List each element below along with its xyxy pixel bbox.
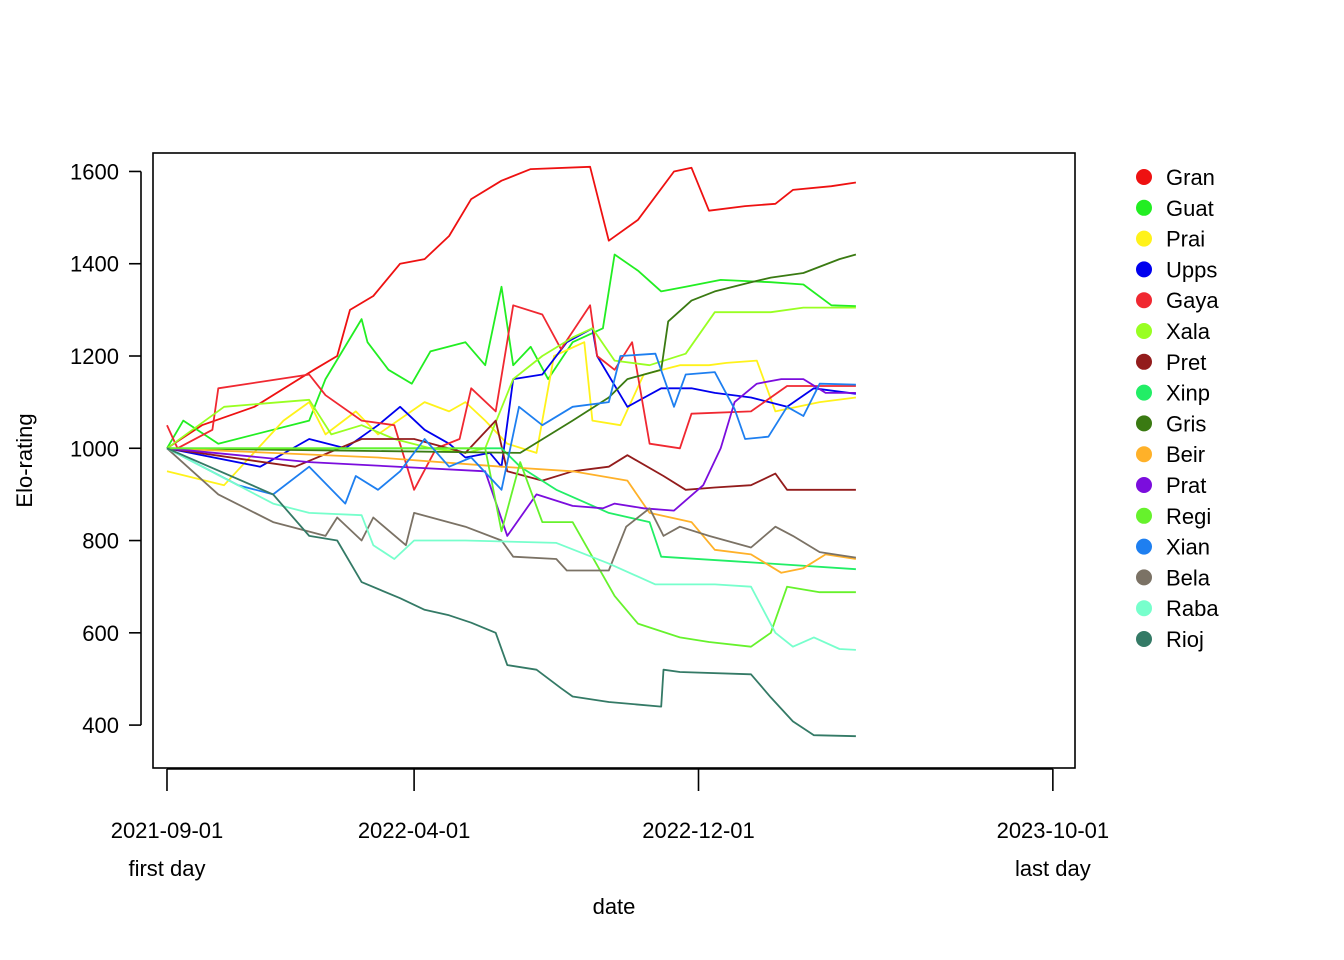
legend-label: Regi (1166, 504, 1211, 529)
y-tick-label: 1400 (70, 252, 119, 277)
legend-label: Beir (1166, 442, 1205, 467)
legend-item-gaya: Gaya (1136, 288, 1219, 313)
legend-marker (1136, 600, 1152, 617)
x-tick-sublabel: last day (1015, 856, 1091, 881)
legend-marker (1136, 538, 1152, 555)
legend-label: Gaya (1166, 288, 1219, 313)
legend-item-xian: Xian (1136, 535, 1210, 560)
legend-item-xinp: Xinp (1136, 381, 1210, 406)
plot-frame (152, 152, 1076, 769)
legend-marker (1136, 507, 1152, 524)
legend-label: Gran (1166, 165, 1215, 190)
legend-item-gran: Gran (1136, 165, 1215, 190)
legend-marker (1136, 292, 1152, 309)
y-tick-label: 600 (82, 621, 119, 646)
legend-marker (1136, 353, 1152, 370)
y-tick-label: 400 (82, 713, 119, 738)
series-line-xian (166, 352, 856, 505)
legend-label: Xinp (1166, 381, 1210, 406)
legend-label: Upps (1166, 257, 1217, 282)
legend-item-upps: Upps (1136, 257, 1217, 282)
series-line-gris (166, 253, 857, 454)
legend-label: Prat (1166, 473, 1206, 498)
y-tick-label: 1600 (70, 159, 119, 184)
legend-marker (1136, 261, 1152, 278)
series-line-pret (166, 419, 856, 491)
legend-label: Guat (1166, 196, 1214, 221)
series-line-xala (166, 306, 856, 454)
legend-label: Xian (1166, 535, 1210, 560)
legend-marker (1136, 230, 1152, 247)
legend-marker (1136, 415, 1152, 432)
legend: Gran Guat Prai Upps Gaya Xala Pret Xinp Gris Beir… (1136, 165, 1219, 652)
legend-label: Pret (1166, 350, 1206, 375)
series-lines (166, 165, 857, 738)
series-line-rioj (166, 447, 856, 738)
legend-marker (1136, 323, 1152, 339)
y-tick-label: 1200 (70, 344, 119, 369)
series-line-guat (166, 253, 856, 449)
legend-label: Rioj (1166, 627, 1204, 652)
series-line-gaya (166, 304, 856, 491)
legend-marker (1136, 199, 1152, 216)
series-line-bela (166, 447, 857, 572)
x-axis-title: date (593, 894, 636, 919)
x-tick-sublabel: first day (128, 856, 205, 881)
legend-marker (1136, 477, 1152, 493)
y-axis: 400 600 800 1000 1200 1400 1600 (70, 159, 142, 738)
y-tick-label: 800 (82, 529, 119, 554)
legend-marker (1136, 631, 1152, 647)
legend-marker (1136, 384, 1152, 401)
legend-item-prai: Prai (1136, 227, 1205, 252)
legend-label: Prai (1166, 227, 1205, 252)
legend-item-guat: Guat (1136, 196, 1214, 221)
legend-label: Xala (1166, 319, 1211, 344)
legend-label: Bela (1166, 565, 1211, 590)
legend-marker (1136, 569, 1152, 586)
series-line-regi (167, 447, 856, 648)
legend-label: Gris (1166, 411, 1206, 436)
x-axis: 2021-09-01 first day 2022-04-01 2022-12-01 2… (111, 768, 1110, 881)
x-tick-label: 2022-12-01 (642, 818, 755, 843)
legend-item-bela: Bela (1136, 565, 1211, 590)
legend-marker (1136, 446, 1152, 463)
series-line-prai (166, 341, 857, 487)
x-tick-label: 2021-09-01 (111, 818, 224, 843)
series-line-gran (166, 165, 857, 450)
legend-item-rioj: Rioj (1136, 627, 1204, 652)
legend-item-pret: Pret (1136, 350, 1206, 375)
y-tick-label: 1000 (70, 436, 119, 461)
x-tick-label: 2022-04-01 (358, 818, 471, 843)
series-line-beir (166, 447, 857, 574)
y-axis-title: Elo-rating (12, 413, 37, 507)
series-line-raba (166, 447, 856, 651)
legend-item-xala: Xala (1136, 319, 1211, 344)
legend-item-beir: Beir (1136, 442, 1205, 467)
legend-item-gris: Gris (1136, 411, 1206, 436)
legend-item-raba: Raba (1136, 596, 1219, 621)
legend-marker (1136, 169, 1152, 185)
legend-item-regi: Regi (1136, 504, 1211, 529)
x-tick-label: 2023-10-01 (997, 818, 1110, 843)
legend-item-prat: Prat (1136, 473, 1206, 498)
legend-label: Raba (1166, 596, 1219, 621)
